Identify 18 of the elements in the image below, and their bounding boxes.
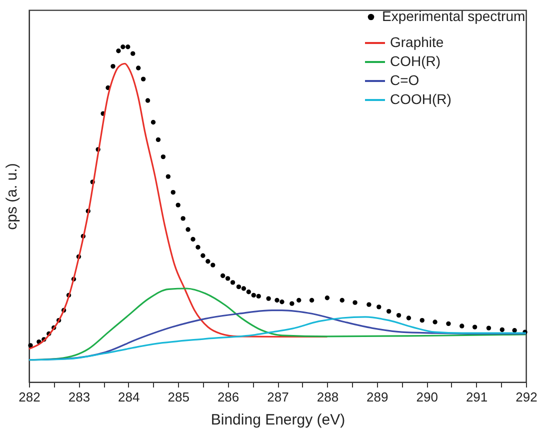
x-tick-label: 286 (217, 390, 240, 404)
legend-label: COOH(R) (390, 91, 452, 107)
x-tick-label: 292 (516, 390, 538, 404)
x-tick-label: 284 (118, 390, 140, 404)
x-tick-label: 288 (316, 390, 339, 404)
x-tick-label: 289 (366, 390, 388, 404)
y-axis-title: cps (a. u.) (4, 163, 20, 230)
x-tick-label: 282 (18, 390, 40, 404)
legend-label: COH(R) (390, 53, 441, 69)
x-tick-label: 287 (267, 390, 289, 404)
x-tick-label: 285 (168, 390, 190, 404)
legend-label: Graphite (390, 34, 444, 50)
x-tick-label: 291 (466, 390, 488, 404)
legend-label: Experimental spectrum (382, 8, 526, 24)
x-tick-label: 290 (416, 390, 438, 404)
legend-label: C=O (390, 72, 420, 88)
x-axis-title: Binding Energy (eV) (210, 412, 346, 428)
x-tick-label: 283 (68, 390, 90, 404)
